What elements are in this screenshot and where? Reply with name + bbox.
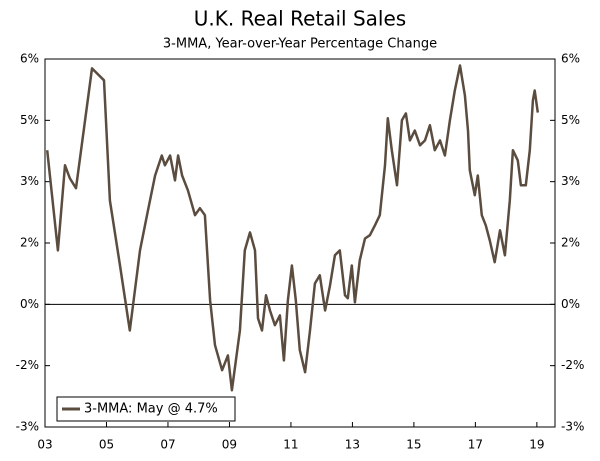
x-tick-label: 05 [99, 438, 114, 452]
chart-subtitle: 3-MMA, Year-over-Year Percentage Change [163, 37, 437, 52]
y-tick-label: -3% [16, 420, 39, 434]
y2-tick-label: 6% [561, 52, 580, 66]
x-tick-label: 13 [345, 438, 360, 452]
x-tick-label: 03 [37, 438, 52, 452]
y2-tick-label: 0% [561, 297, 580, 311]
y-tick-label: -2% [16, 358, 39, 372]
x-tick-label: 15 [406, 438, 421, 452]
y2-tick-label: -2% [561, 358, 584, 372]
y2-tick-label: 2% [561, 236, 580, 250]
legend-box [56, 396, 236, 422]
x-tick-label: 07 [160, 438, 175, 452]
x-tick-label: 09 [222, 438, 237, 452]
legend-label: 3-MMA: May @ 4.7% [84, 402, 218, 417]
y-tick-label: 2% [20, 236, 39, 250]
x-tick-label: 17 [468, 438, 483, 452]
y-tick-label: 0% [20, 297, 39, 311]
y2-tick-label: 5% [561, 113, 580, 127]
y2-tick-label: -3% [561, 420, 584, 434]
plot-frame [44, 58, 556, 428]
x-tick-label: 19 [529, 438, 544, 452]
y-tick-label: 3% [20, 174, 39, 188]
y-tick-label: 6% [20, 52, 39, 66]
y2-tick-label: 3% [561, 174, 580, 188]
y-tick-label: 5% [20, 113, 39, 127]
data-line [45, 64, 540, 392]
chart-title: U.K. Real Retail Sales [194, 7, 406, 31]
x-tick-label: 11 [283, 438, 298, 452]
